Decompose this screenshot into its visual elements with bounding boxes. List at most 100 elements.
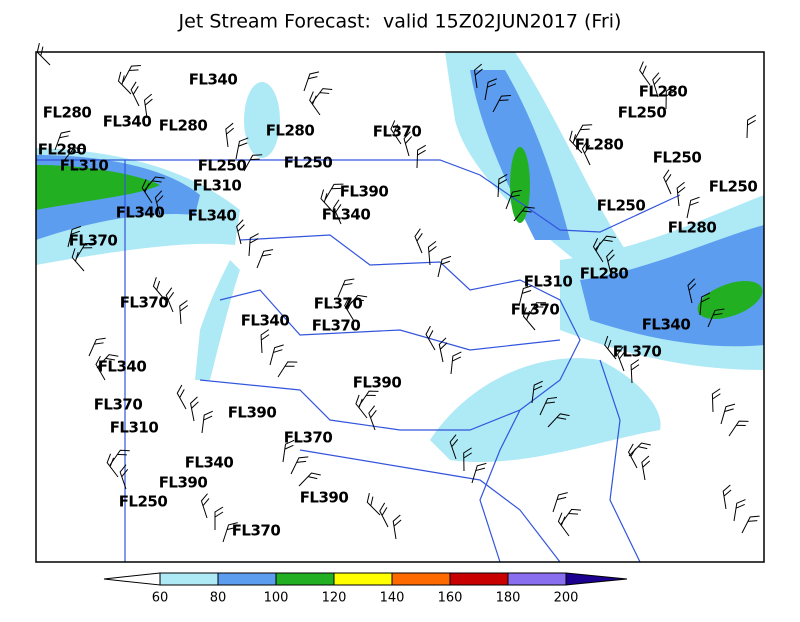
jet-shade	[36, 165, 160, 210]
wind-barb	[256, 249, 274, 269]
wind-barb	[513, 206, 535, 222]
wind-barb	[497, 174, 508, 198]
jet-shade	[510, 147, 530, 223]
colorbar-tick-label: 140	[380, 591, 405, 606]
flight-level-label: FL370	[314, 295, 363, 313]
wind-barb	[324, 183, 344, 201]
wind-barb	[143, 176, 165, 192]
wind-barb	[639, 61, 651, 86]
wind-barb	[552, 492, 568, 513]
wind-barb	[390, 120, 402, 145]
wind-barb	[403, 131, 413, 157]
wind-barb	[222, 522, 238, 543]
flight-level-label: FL370	[94, 396, 143, 414]
wind-barb	[36, 42, 51, 66]
wind-barb	[358, 390, 379, 407]
flight-level-label: FL390	[159, 474, 208, 492]
boundaries	[36, 159, 681, 563]
flight-level-label: FL340	[241, 312, 290, 330]
colorbar-tick-label: 200	[554, 591, 579, 606]
flight-level-label: FL280	[159, 117, 208, 135]
wind-barb	[96, 354, 119, 369]
wind-barb	[368, 405, 377, 431]
wind-barb	[379, 502, 389, 528]
wind-barb	[741, 515, 760, 534]
wind-barb	[320, 189, 334, 213]
flight-level-label: FL280	[38, 141, 87, 159]
flight-level-label: FL390	[340, 183, 389, 201]
wind-barb	[473, 63, 483, 89]
jet-shade	[430, 358, 661, 463]
colorbar-tick-label: 100	[264, 591, 289, 606]
wind-barb	[225, 122, 235, 148]
wind-barb	[450, 351, 462, 375]
wind-barb	[463, 447, 472, 472]
colorbar-box	[159, 572, 219, 586]
colorbar-high	[565, 572, 628, 586]
wind-barb	[345, 294, 368, 310]
colorbar-box	[391, 572, 451, 586]
wind-barb	[746, 114, 757, 139]
flight-level-label: FL390	[353, 374, 402, 392]
flight-level-label: FL280	[43, 104, 92, 122]
wind-barb	[560, 508, 582, 525]
wind-barb	[236, 219, 245, 245]
wind-barb	[190, 396, 199, 422]
wind-barb	[606, 249, 615, 275]
colorbar-tick-label: 180	[496, 591, 521, 606]
title: Jet Stream Forecast: valid 15Z02JUN2017 …	[178, 11, 622, 33]
wind-barb	[54, 130, 71, 151]
colorbar-box	[217, 572, 277, 586]
wind-barb	[235, 137, 249, 160]
map-border	[35, 51, 765, 563]
wind-barbs	[36, 42, 760, 543]
flight-level-label: FL390	[300, 489, 349, 507]
flight-level-label: FL370	[312, 317, 361, 335]
wind-barb	[449, 434, 459, 460]
flight-level-label: FL370	[120, 294, 169, 312]
wind-barb	[484, 78, 498, 101]
wind-barb	[665, 85, 675, 110]
wind-barb	[425, 325, 436, 351]
flight-level-label: FL280	[580, 265, 629, 283]
wind-barb	[333, 199, 342, 225]
wind-barb	[201, 410, 213, 434]
wind-barb	[179, 300, 189, 325]
wind-barb	[594, 235, 616, 251]
wind-barb	[130, 81, 140, 107]
wind-barb	[687, 278, 697, 304]
wind-barb	[711, 388, 721, 413]
wind-barb	[604, 335, 617, 360]
colorbar-tick-label: 60	[152, 591, 169, 606]
flight-level-label: FL280	[668, 219, 717, 237]
wind-barb	[200, 493, 210, 519]
flight-level-label: FL340	[185, 454, 234, 472]
flight-level-label: FL250	[597, 197, 646, 215]
wind-barb	[581, 140, 591, 166]
wind-barb	[62, 147, 84, 163]
wind-barb	[277, 361, 298, 378]
wind-barb	[248, 233, 259, 257]
flight-level-label: FL250	[618, 104, 667, 122]
wind-barb	[728, 420, 749, 437]
colorbar-box	[507, 572, 567, 586]
wind-barb	[437, 255, 452, 278]
wind-barb	[176, 384, 187, 410]
wind-barb	[243, 154, 263, 172]
wind-barb	[303, 71, 320, 92]
wind-barb	[282, 439, 295, 463]
wind-barb	[260, 329, 270, 354]
map	[35, 51, 765, 563]
wind-barb	[392, 514, 402, 540]
wind-barb	[337, 278, 355, 298]
colorbar-box	[275, 572, 335, 586]
flight-level-label: FL250	[653, 149, 702, 167]
wind-barb	[75, 242, 95, 260]
wind-barb	[298, 472, 321, 487]
wind-barb	[707, 308, 725, 328]
flight-level-label: FL370	[284, 429, 333, 447]
flight-level-label: FL280	[639, 83, 688, 101]
flight-level-label: FL370	[69, 232, 118, 250]
wind-barb	[539, 397, 558, 416]
wind-barb	[573, 124, 593, 142]
